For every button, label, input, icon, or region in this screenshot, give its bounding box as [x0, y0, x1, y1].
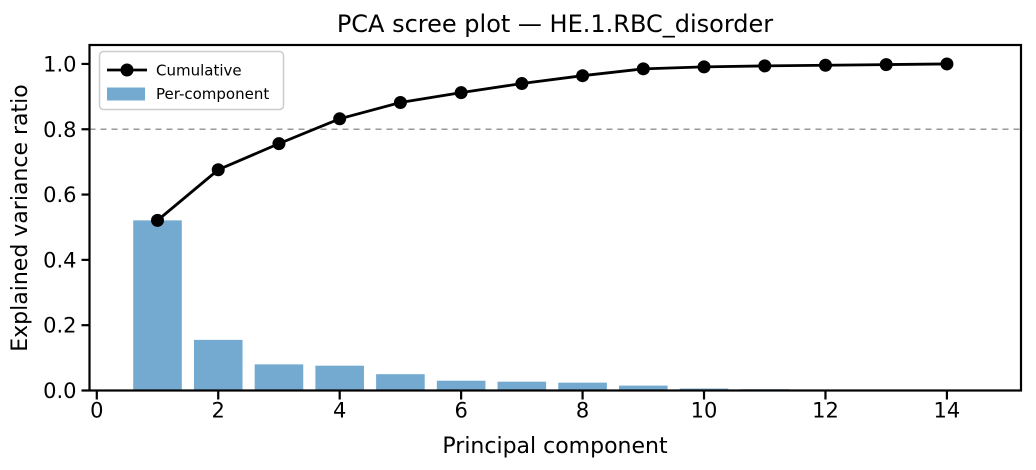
- bar: [558, 382, 607, 391]
- x-tick-label: 8: [576, 399, 589, 423]
- legend-item-per-component: Per-component: [107, 85, 269, 103]
- bar: [436, 380, 486, 391]
- plot-frame: [88, 43, 1023, 392]
- axes-layer: 0 2 4 6 8 10 12 14 0.0 0.2 0.4 0.6 0.8 1.0: [43, 52, 960, 422]
- legend: Cumulative Per-component: [98, 50, 285, 111]
- data-point-marker: [515, 77, 529, 91]
- cumulative-line-layer: [151, 57, 954, 227]
- x-axis-label: Principal component: [442, 434, 668, 459]
- bar: [376, 374, 425, 391]
- y-tick-label: 0.8: [43, 118, 76, 142]
- data-point-marker: [272, 137, 286, 151]
- x-tick-label: 14: [934, 399, 961, 423]
- y-tick-label: 1.0: [43, 52, 76, 76]
- legend-marker-icon: [120, 63, 134, 77]
- legend-box: [98, 50, 285, 111]
- bar: [619, 385, 668, 391]
- y-tick-label: 0.2: [43, 314, 76, 338]
- bar: [254, 364, 304, 391]
- y-tick-label: 0.4: [43, 248, 76, 272]
- y-axis-label: Explained variance ratio: [8, 84, 33, 351]
- x-tick-label: 0: [90, 399, 103, 423]
- legend-label-per-component: Per-component: [156, 85, 269, 103]
- x-tick-label: 10: [691, 399, 718, 423]
- data-point-marker: [636, 62, 650, 76]
- bar: [193, 339, 243, 391]
- data-point-marker: [151, 213, 165, 227]
- legend-patch-swatch: [107, 87, 145, 101]
- x-tick-label: 2: [212, 399, 225, 423]
- data-point-marker: [758, 59, 772, 73]
- y-tick-label: 0.6: [43, 183, 76, 207]
- data-point-marker: [454, 86, 468, 100]
- legend-item-cumulative: Cumulative: [107, 62, 242, 80]
- data-point-marker: [697, 60, 711, 74]
- data-point-marker: [818, 58, 832, 72]
- data-point-marker: [211, 163, 225, 177]
- data-point-marker: [333, 112, 347, 126]
- cumulative-line: [156, 62, 947, 222]
- x-tick-label: 12: [812, 399, 839, 423]
- data-point-marker: [393, 95, 407, 109]
- x-tick-label: 6: [454, 399, 467, 423]
- legend-label-cumulative: Cumulative: [156, 62, 242, 80]
- chart-title: PCA scree plot — HE.1.RBC_disorder: [337, 10, 773, 38]
- data-point-marker: [576, 69, 590, 83]
- bar: [133, 220, 182, 391]
- bar: [315, 365, 364, 391]
- data-point-marker: [879, 58, 893, 72]
- x-tick-label: 4: [333, 399, 346, 423]
- data-point-marker: [940, 57, 954, 71]
- per-component-bars: [133, 220, 972, 391]
- y-tick-label: 0.0: [43, 379, 76, 403]
- bar: [497, 381, 547, 391]
